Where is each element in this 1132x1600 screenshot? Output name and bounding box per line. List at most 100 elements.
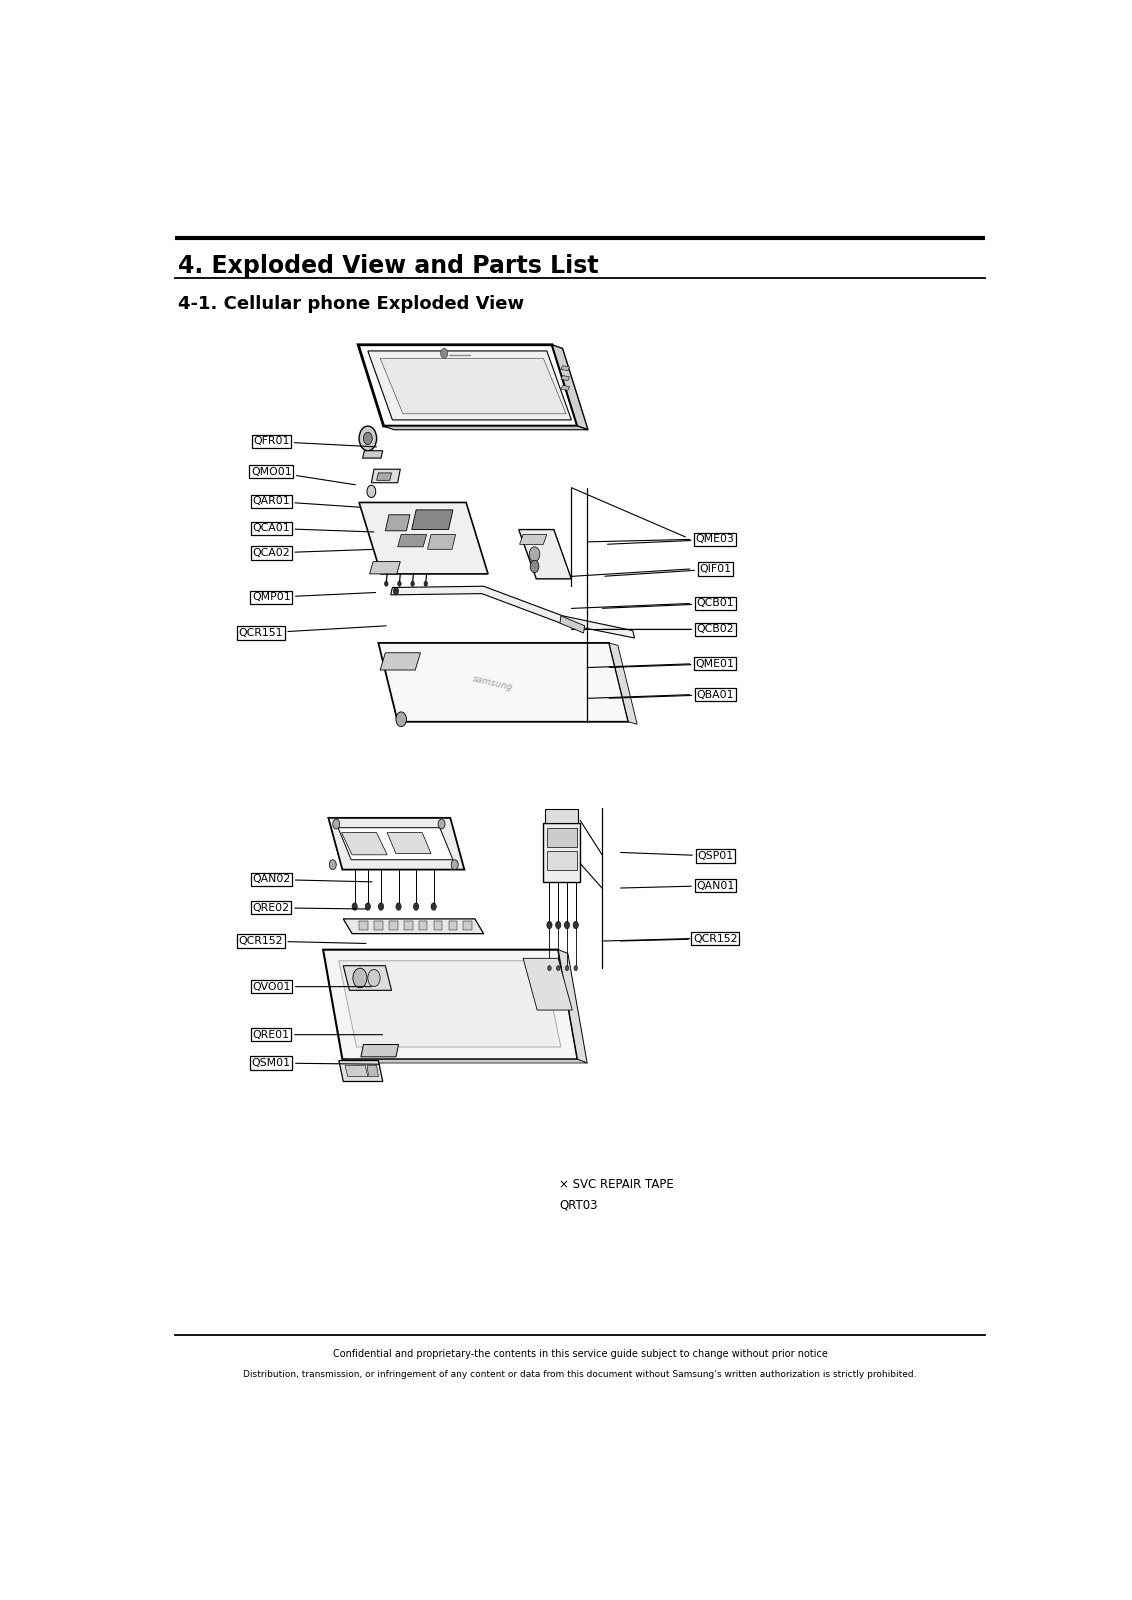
Circle shape [352,902,358,910]
Circle shape [363,432,372,445]
Polygon shape [434,922,443,930]
Polygon shape [520,534,547,544]
Circle shape [547,922,552,928]
Polygon shape [609,643,637,725]
Text: QAN02: QAN02 [252,875,372,885]
Polygon shape [328,818,464,870]
Text: QAR01: QAR01 [252,496,360,507]
Polygon shape [343,966,392,990]
Polygon shape [338,827,453,859]
Polygon shape [404,922,412,930]
Circle shape [385,581,388,586]
Polygon shape [384,426,588,430]
Polygon shape [560,376,569,381]
Circle shape [565,966,568,971]
Circle shape [556,922,560,928]
Circle shape [367,485,376,498]
Polygon shape [391,586,635,638]
Polygon shape [523,958,573,1010]
Polygon shape [389,922,397,930]
Polygon shape [338,960,560,1046]
Polygon shape [342,1059,588,1062]
Polygon shape [412,510,453,530]
Text: 4. Exploded View and Parts List: 4. Exploded View and Parts List [179,254,599,278]
Circle shape [573,922,578,928]
Polygon shape [560,616,584,634]
Circle shape [333,819,340,829]
Polygon shape [343,918,483,934]
Text: QIF01: QIF01 [604,563,731,576]
Circle shape [396,902,401,910]
Circle shape [431,902,436,910]
Text: QME01: QME01 [609,659,735,669]
Text: QCR152: QCR152 [620,933,738,944]
Circle shape [411,581,414,586]
Text: QBA01: QBA01 [609,690,734,699]
Polygon shape [560,366,569,371]
Text: QRE02: QRE02 [252,902,366,912]
Circle shape [530,560,539,573]
Circle shape [397,581,401,586]
Circle shape [452,859,458,870]
Circle shape [329,859,336,870]
Circle shape [368,970,380,987]
Polygon shape [428,534,455,549]
Text: QAN01: QAN01 [620,880,735,891]
Polygon shape [518,530,572,579]
Polygon shape [397,534,427,547]
Polygon shape [342,832,387,854]
Text: Confidential and proprietary-the contents in this service guide subject to chang: Confidential and proprietary-the content… [333,1349,827,1358]
Circle shape [565,922,569,928]
Circle shape [530,547,540,562]
Text: QCA02: QCA02 [252,547,374,558]
Text: QVO01: QVO01 [252,982,371,992]
Text: × SVC REPAIR TAPE: × SVC REPAIR TAPE [559,1178,674,1190]
Text: QCB02: QCB02 [602,624,734,634]
Polygon shape [359,922,368,930]
Text: QCA01: QCA01 [252,523,374,533]
Polygon shape [369,562,401,574]
Polygon shape [387,832,431,853]
Text: QRE01: QRE01 [252,1030,383,1040]
Text: QCB01: QCB01 [602,598,734,608]
Polygon shape [547,851,576,870]
Text: QMO01: QMO01 [251,467,355,485]
Polygon shape [377,474,392,480]
Polygon shape [367,1066,378,1077]
Polygon shape [380,653,420,670]
Polygon shape [558,950,588,1062]
Text: samsung: samsung [471,675,514,693]
Polygon shape [361,1045,398,1058]
Polygon shape [552,344,588,430]
Text: QSP01: QSP01 [620,851,734,861]
Text: 4-1. Cellular phone Exploded View: 4-1. Cellular phone Exploded View [179,296,524,314]
Polygon shape [362,451,383,458]
Circle shape [393,587,398,595]
Circle shape [396,712,406,726]
Polygon shape [378,643,628,722]
Text: QFR01: QFR01 [254,437,377,446]
Circle shape [440,349,447,358]
Polygon shape [359,502,488,574]
Text: QME03: QME03 [608,534,735,544]
Circle shape [359,426,377,451]
Polygon shape [338,1061,383,1082]
Polygon shape [547,827,576,848]
Text: QSM01: QSM01 [251,1058,379,1069]
Polygon shape [463,922,472,930]
Circle shape [413,902,419,910]
Circle shape [557,966,560,971]
Circle shape [548,966,551,971]
Circle shape [353,968,367,987]
Polygon shape [374,922,383,930]
Polygon shape [543,822,581,882]
Polygon shape [560,386,569,390]
Polygon shape [368,350,572,419]
Polygon shape [380,358,566,414]
Polygon shape [345,1066,368,1077]
Polygon shape [448,922,457,930]
Polygon shape [385,515,410,531]
Polygon shape [358,344,577,426]
Polygon shape [323,950,577,1059]
Circle shape [438,819,445,829]
